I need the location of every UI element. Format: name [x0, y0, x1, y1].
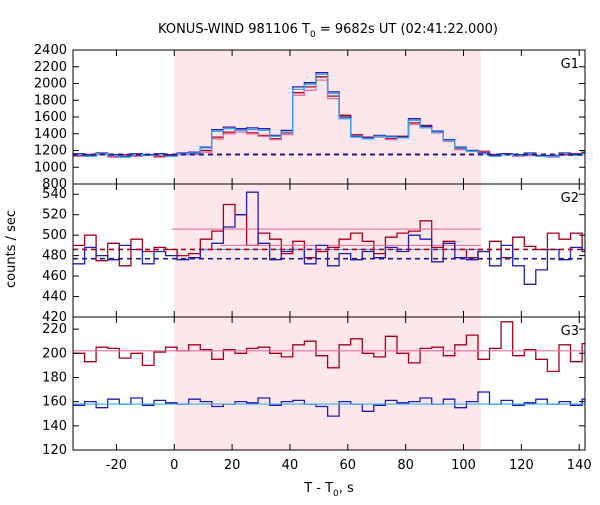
- x-tick-label: 120: [509, 458, 534, 473]
- x-tick-label: 60: [340, 458, 357, 473]
- panel-label: G2: [561, 191, 579, 206]
- y-tick-label: 1800: [34, 93, 67, 108]
- x-axis-label-suffix: , s: [339, 481, 354, 496]
- x-axis-label-subscript: 0: [333, 489, 339, 499]
- series-step-dark-red: [73, 321, 585, 373]
- chart-title-subscript: 0: [310, 30, 316, 40]
- x-tick-label: 80: [397, 458, 414, 473]
- y-tick-label: 2000: [34, 77, 67, 92]
- y-tick-label: 540: [42, 187, 67, 202]
- y-tick-label: 800: [42, 177, 67, 192]
- y-tick-label: 460: [42, 269, 67, 284]
- y-tick-label: 1600: [34, 110, 67, 125]
- panel-label: G3: [561, 324, 579, 339]
- y-tick-label: 140: [42, 419, 67, 434]
- x-tick-label: 20: [224, 458, 241, 473]
- x-tick-label: 0: [170, 458, 178, 473]
- chart-title-main: KONUS-WIND 981106 T: [158, 22, 310, 37]
- series-step-dark-blue: [73, 391, 585, 417]
- y-tick-label: 1200: [34, 144, 67, 159]
- chart-title-suffix: = 9682s UT (02:41:22.000): [316, 22, 498, 37]
- y-tick-label: 120: [42, 443, 67, 458]
- y-tick-label: 1400: [34, 127, 67, 142]
- panel-frame: [72, 316, 586, 451]
- x-tick-label: 100: [451, 458, 476, 473]
- y-tick-label: 520: [42, 208, 67, 223]
- y-tick-label: 200: [42, 346, 67, 361]
- y-tick-label: 1000: [34, 160, 67, 175]
- plot-layer: 80010001200140016001800200022002400G1420…: [34, 43, 592, 473]
- panel-series-group: [73, 191, 585, 285]
- y-tick-label: 180: [42, 370, 67, 385]
- series-step-light-blue: [73, 73, 585, 158]
- x-tick-label: -20: [106, 458, 127, 473]
- y-tick-label: 220: [42, 322, 67, 337]
- x-tick-label: 40: [282, 458, 299, 473]
- x-tick-label: 140: [567, 458, 592, 473]
- y-tick-label: 420: [42, 310, 67, 325]
- panel-g2: 420 440 460 480 500 520 540 G2: [42, 183, 586, 325]
- x-axis-label: T - T0, s: [303, 481, 354, 499]
- y-tick-label: 2400: [34, 43, 67, 58]
- panel-g3: 120 140 160 180 200 220 G3: [42, 316, 586, 458]
- y-tick-label: 2200: [34, 60, 67, 75]
- y-tick-label: 500: [42, 228, 67, 243]
- chart-title: KONUS-WIND 981106 T0 = 9682s UT (02:41:2…: [158, 22, 498, 40]
- y-tick-label: 480: [42, 249, 67, 264]
- series-step-dark-red: [73, 203, 585, 267]
- panel-series-group: [73, 321, 585, 417]
- series-step-dark-blue: [73, 191, 585, 285]
- y-tick-label: 160: [42, 395, 67, 410]
- y-tick-label: 440: [42, 290, 67, 305]
- y-axis-label: counts / sec: [4, 210, 19, 288]
- panel-series-group: [73, 71, 585, 158]
- x-axis-label-main: T - T: [303, 481, 333, 496]
- panel-label: G1: [561, 57, 579, 72]
